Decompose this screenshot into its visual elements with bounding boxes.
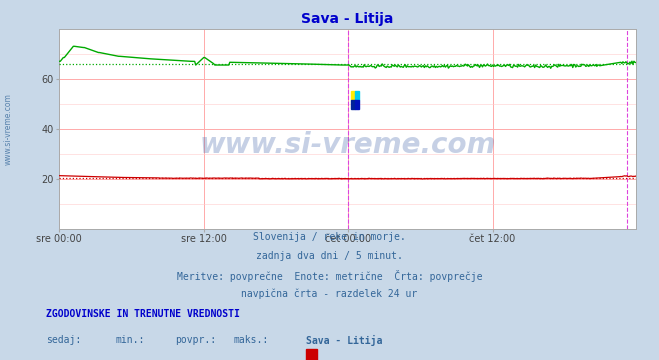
Bar	[355, 100, 358, 109]
Text: zadnja dva dni / 5 minut.: zadnja dva dni / 5 minut.	[256, 251, 403, 261]
Text: povpr.:: povpr.:	[175, 335, 215, 345]
Text: www.si-vreme.com: www.si-vreme.com	[3, 93, 13, 165]
Text: Slovenija / reke in morje.: Slovenija / reke in morje.	[253, 232, 406, 242]
Bar	[351, 91, 355, 100]
Text: www.si-vreme.com: www.si-vreme.com	[200, 131, 496, 159]
Text: Meritve: povprečne  Enote: metrične  Črta: povprečje: Meritve: povprečne Enote: metrične Črta:…	[177, 270, 482, 282]
Text: sedaj:: sedaj:	[46, 335, 81, 345]
Text: navpična črta - razdelek 24 ur: navpična črta - razdelek 24 ur	[241, 288, 418, 299]
Text: min.:: min.:	[115, 335, 145, 345]
Text: Sava - Litija: Sava - Litija	[306, 335, 383, 346]
Title: Sava - Litija: Sava - Litija	[301, 12, 394, 26]
Bar	[351, 100, 355, 109]
Text: ZGODOVINSKE IN TRENUTNE VREDNOSTI: ZGODOVINSKE IN TRENUTNE VREDNOSTI	[46, 309, 240, 319]
Bar	[355, 91, 358, 100]
Text: maks.:: maks.:	[234, 335, 269, 345]
